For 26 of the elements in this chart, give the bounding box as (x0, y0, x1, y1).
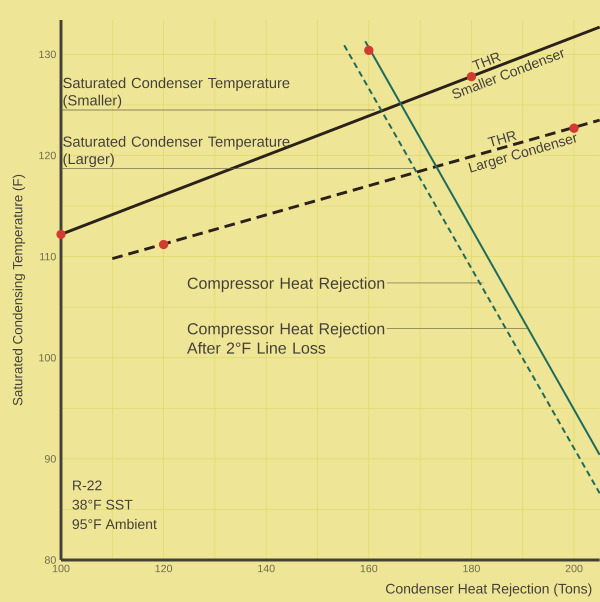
y-tick-label: 80 (44, 556, 56, 564)
point (56, 230, 66, 240)
annotation: Compressor Heat Rejection (188, 277, 384, 292)
point (364, 46, 374, 56)
annotation: Compressor Heat Rejection After 2°F Line Loss (186, 322, 384, 354)
y-tick-label: 120 (39, 152, 56, 160)
annotation: 38°F SST (72, 500, 132, 510)
x-tick-label: 140 (258, 564, 275, 572)
y-tick-label: 100 (39, 354, 56, 362)
x-axis-title: Condenser Heat Rejection (Tons) (386, 583, 592, 596)
y-tick-label: 90 (44, 455, 56, 463)
annotation: R-22 (73, 480, 102, 490)
point (158, 240, 168, 250)
x-tick-label: 160 (360, 564, 378, 572)
annotation: 95°F Ambient (72, 518, 157, 530)
x-tick-label: 200 (566, 564, 583, 572)
y-tick-label: 110 (40, 252, 56, 260)
y-tick-label: 130 (39, 50, 56, 58)
annotation: Saturated Condenser Temperature (Smaller) (63, 77, 290, 108)
x-tick-label: 120 (156, 564, 172, 572)
x-tick-label: 180 (463, 564, 480, 572)
annotation: Saturated Condenser Temperature (Larger) (63, 136, 290, 168)
annotation: THR (472, 52, 502, 70)
x-tick-label: 100 (52, 564, 70, 572)
point (569, 124, 579, 133)
y-axis-title: Saturated Condensing Temperature (F) (12, 174, 26, 406)
